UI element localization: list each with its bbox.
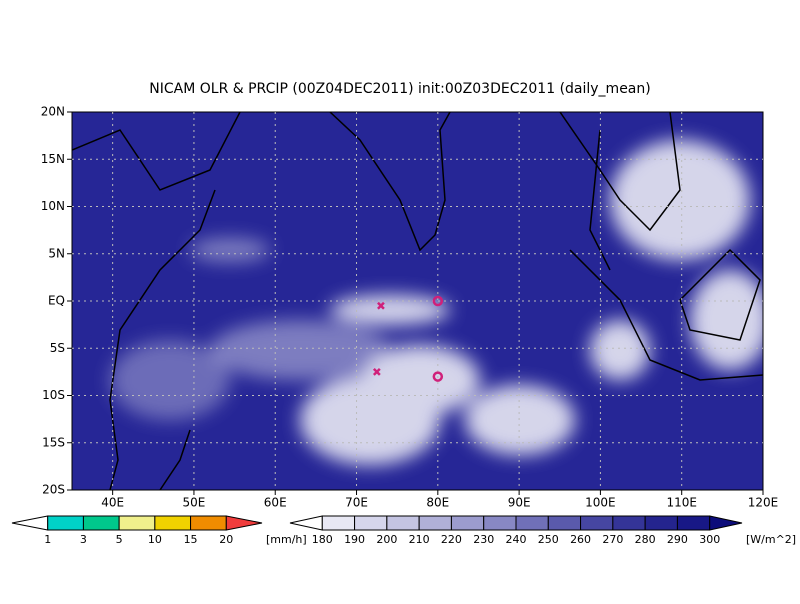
colorbar-label: 270 — [602, 533, 623, 546]
x-tick-label: 40E — [101, 496, 124, 510]
colorbar-segment — [118, 515, 156, 531]
colorbar-label: 240 — [506, 533, 527, 546]
colorbar-label: 230 — [473, 533, 494, 546]
y-tick-label: 15N — [41, 152, 65, 166]
y-tick-label: 15S — [42, 435, 65, 449]
colorbar-label: 260 — [570, 533, 591, 546]
colorbar-segment — [11, 515, 49, 531]
colorbar-segment — [644, 515, 678, 531]
colorbar-segment — [515, 515, 549, 531]
y-tick-label: 5N — [48, 246, 65, 260]
x-tick-label: 110E — [666, 496, 697, 510]
title: NICAM OLR & PRCIP (00Z04DEC2011) init:00… — [149, 81, 650, 97]
colorbar-segment — [547, 515, 582, 531]
y-tick-label: EQ — [48, 294, 65, 308]
colorbar-label: 1 — [44, 533, 51, 546]
y-tick-label: 5S — [50, 341, 65, 355]
colorbar-label: 200 — [376, 533, 397, 546]
colorbar-label: 280 — [635, 533, 656, 546]
colorbar-label: 20 — [219, 533, 233, 546]
map-field — [72, 112, 763, 490]
y-tick-label: 10N — [41, 199, 65, 213]
colorbar-segment — [612, 515, 646, 531]
colorbar-segment — [386, 515, 420, 531]
colorbar-segment — [190, 515, 227, 531]
colorbar-label: 300 — [699, 533, 720, 546]
x-tick-label: 50E — [183, 496, 206, 510]
y-tick-label: 20N — [41, 105, 65, 119]
colorbar-unit: [W/m^2] — [746, 533, 796, 546]
colorbar-segment — [321, 515, 356, 531]
colorbar-segment — [82, 515, 120, 531]
colorbar-segment — [418, 515, 452, 531]
colorbar-label: 180 — [312, 533, 333, 546]
colorbar-label: 190 — [344, 533, 365, 546]
colorbar-label: 250 — [538, 533, 559, 546]
circle-marker — [432, 371, 444, 382]
colorbar-segment — [289, 515, 323, 531]
x-tick-label: 80E — [426, 496, 449, 510]
x-tick-label: 70E — [345, 496, 368, 510]
colorbar-segment — [154, 515, 192, 531]
cloud-field — [110, 140, 763, 465]
colorbar-label: 290 — [667, 533, 688, 546]
colorbar-segment — [225, 515, 263, 531]
x-tick-label: 100E — [585, 496, 616, 510]
coastlines — [72, 112, 763, 490]
colorbar-segment — [580, 515, 614, 531]
circle-marker — [432, 295, 444, 307]
colorbar-label: 220 — [441, 533, 462, 546]
x-tick-label: 90E — [508, 496, 531, 510]
colorbar-segment — [47, 515, 84, 531]
colorbar-label: 5 — [116, 533, 123, 546]
colorbar-segment — [676, 515, 711, 531]
colorbar-label: 3 — [80, 533, 87, 546]
cross-marker — [377, 301, 385, 310]
colorbar-segment — [450, 515, 485, 531]
colorbar-segment — [354, 515, 388, 531]
y-tick-label: 10S — [42, 388, 65, 402]
colorbar-label: 15 — [184, 533, 198, 546]
cross-marker — [372, 367, 381, 376]
colorbar-label: 210 — [409, 533, 430, 546]
colorbar-segment — [709, 515, 743, 531]
y-tick-label: 20S — [42, 483, 65, 497]
colorbar-segment — [483, 515, 517, 531]
colorbar-label: 10 — [148, 533, 162, 546]
x-tick-label: 60E — [264, 496, 287, 510]
x-tick-label: 120E — [748, 496, 779, 510]
colorbar-unit: [mm/h] — [266, 533, 307, 546]
